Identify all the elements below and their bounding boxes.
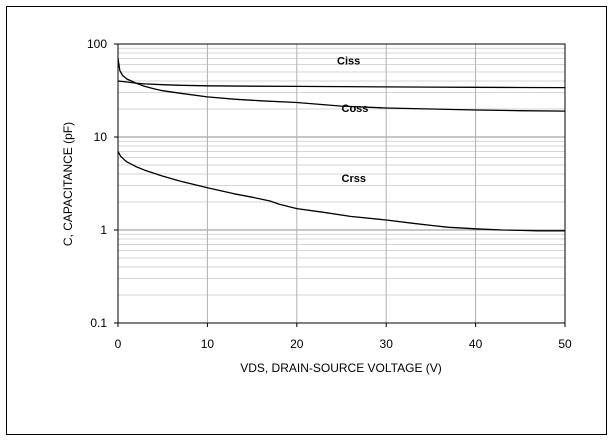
x-tick-label: 30 [380, 337, 394, 351]
series-label-crss: Crss [342, 173, 366, 185]
y-tick-label: 10 [94, 130, 108, 144]
series-layer [117, 58, 566, 232]
x-tick-label: 20 [290, 337, 304, 351]
y-tick-label: 100 [87, 37, 107, 51]
x-axis-title: VDS, DRAIN-SOURCE VOLTAGE (V) [240, 361, 442, 375]
x-tick-label: 10 [201, 337, 215, 351]
series-label-ciss: Ciss [337, 56, 360, 68]
series-line-crss [117, 151, 565, 232]
series-line-ciss [117, 80, 566, 89]
y-tick-label: 1 [100, 223, 107, 237]
y-axis-title: C, CAPACITANCE (pF) [61, 122, 75, 246]
chart-border [6, 6, 607, 435]
series-line-coss [117, 58, 566, 112]
y-tick-label: 0.1 [90, 316, 107, 330]
ticks-layer: 0.1 1 10 100 0 10 20 30 40 50 [87, 37, 572, 351]
series-label-coss: Coss [342, 103, 369, 115]
x-tick-label: 40 [469, 337, 483, 351]
plot-area [117, 43, 566, 324]
labels-layer: Ciss Coss Crss [337, 56, 368, 185]
x-tick-label: 50 [558, 337, 572, 351]
minor-gridlines [118, 47, 565, 296]
x-tick-label: 0 [115, 337, 122, 351]
